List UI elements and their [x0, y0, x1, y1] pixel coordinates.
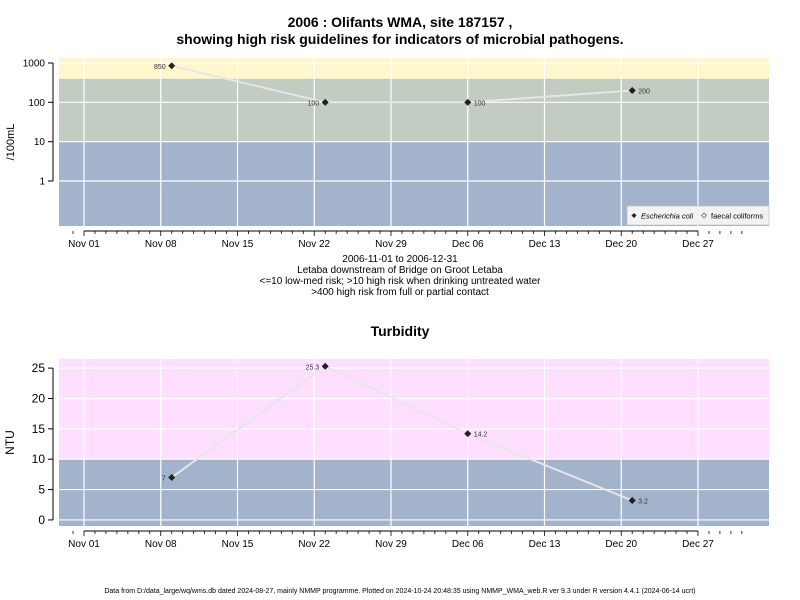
- band-low-turbidity: [59, 459, 769, 526]
- turbidity-data-label: 3.2: [638, 498, 648, 505]
- microbial-x-tick-label: Nov 01: [68, 239, 100, 250]
- turbidity-y-tick-label: 5: [38, 483, 45, 497]
- turbidity-x-tick-label: Nov 15: [222, 539, 254, 550]
- microbial-y-tick-label: 1000: [23, 59, 46, 70]
- turbidity-x-tick-label: Nov 01: [68, 539, 100, 550]
- caption-site: Letaba downstream of Bridge on Groot Let…: [297, 265, 503, 276]
- legend-box: [626, 205, 770, 226]
- turbidity-x-tick-label: Nov 08: [145, 539, 177, 550]
- microbial-y-tick-label: 1: [39, 177, 45, 188]
- turbidity-data-point: [628, 496, 636, 505]
- turbidity-y-tick-label: 0: [38, 513, 45, 527]
- microbial-data-point: [168, 62, 176, 70]
- chart-title-line-2: showing high risk guidelines for indicat…: [176, 31, 624, 47]
- microbial-x-tick-label: Nov 22: [298, 239, 330, 250]
- legend-ecoli-label: Escherichia coli: [641, 212, 693, 221]
- turbidity-data-label: 14.2: [474, 432, 488, 439]
- legend-ecoli-marker: [631, 213, 637, 218]
- turbidity-data-label: 7: [162, 475, 166, 482]
- turbidity-data-point: [464, 430, 472, 438]
- caption-date-range: 2006-11-01 to 2006-12-31: [342, 254, 458, 265]
- turbidity-series-line: [171, 365, 633, 502]
- band-high-risk-drinking: [59, 78, 769, 142]
- turbidity-x-tick-label: Nov 29: [375, 539, 407, 550]
- microbial-data-label: 100: [308, 100, 320, 107]
- turbidity-y-tick-label: 20: [32, 391, 46, 405]
- microbial-y-tick-label: 10: [34, 137, 46, 148]
- caption-risk-drinking: <=10 low-med risk; >10 high risk when dr…: [259, 276, 541, 287]
- microbial-y-tick-label: 100: [28, 98, 45, 109]
- microbial-x-tick-label: Nov 15: [222, 239, 254, 250]
- turbidity-title: Turbidity: [370, 323, 430, 339]
- microbial-data-label: 200: [638, 88, 650, 95]
- microbial-data-point: [464, 98, 472, 106]
- turbidity-x-tick-label: Dec 27: [682, 539, 714, 550]
- microbial-x-tick-label: Nov 08: [145, 239, 177, 250]
- caption-risk-contact: >400 high risk from full or partial cont…: [311, 287, 489, 298]
- microbial-y-axis-label: /100mL: [5, 124, 17, 161]
- turbidity-data-point: [168, 473, 176, 481]
- microbial-x-tick-label: Nov 29: [375, 239, 407, 250]
- microbial-x-tick-label: Dec 20: [605, 239, 637, 250]
- microbial-x-tick-label: Dec 13: [529, 239, 561, 250]
- microbial-data-point: [628, 86, 636, 95]
- turbidity-x-tick-label: Dec 13: [529, 539, 561, 550]
- legend-faecal-label: faecal coliforms: [711, 212, 763, 221]
- turbidity-x-tick-label: Dec 20: [605, 539, 637, 550]
- microbial-data-label: 100: [474, 100, 486, 107]
- chart-title-line-1: 2006 : Olifants WMA, site 187157 ,: [287, 14, 513, 30]
- turbidity-y-axis-label: NTU: [3, 430, 17, 455]
- footer-note: Data from D:/data_large/wq/wms.db dated …: [104, 588, 696, 595]
- turbidity-y-tick-label: 25: [32, 361, 46, 375]
- microbial-data-label: 850: [154, 64, 166, 71]
- microbial-x-tick-label: Dec 06: [452, 239, 484, 250]
- microbial-data-point: [321, 98, 329, 106]
- turbidity-data-point: [321, 362, 329, 370]
- turbidity-y-tick-label: 15: [32, 422, 46, 436]
- microbial-series-line: [171, 64, 633, 104]
- turbidity-y-tick-label: 10: [32, 452, 46, 466]
- legend-faecal-marker: [701, 212, 707, 219]
- turbidity-x-tick-label: Dec 06: [452, 539, 484, 550]
- turbidity-data-label: 25.3: [306, 364, 320, 371]
- turbidity-x-tick-label: Nov 22: [298, 539, 330, 550]
- microbial-x-tick-label: Dec 27: [682, 239, 714, 250]
